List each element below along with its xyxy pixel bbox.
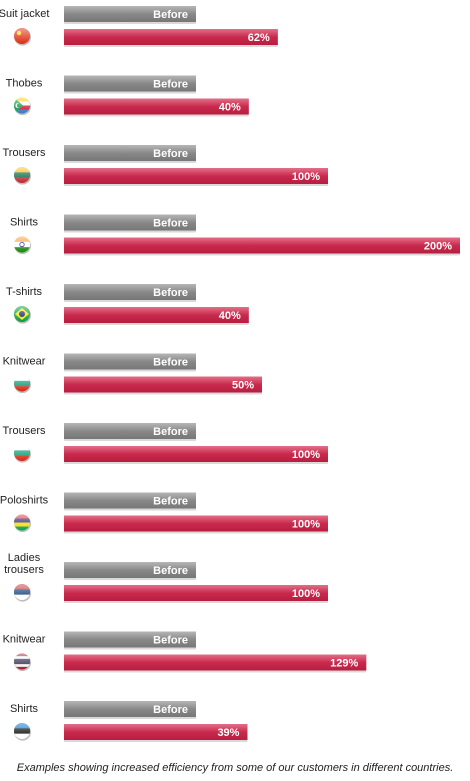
after-bar-label: 100% bbox=[292, 519, 320, 531]
chart-caption: Examples showing increased efficiency fr… bbox=[16, 762, 454, 774]
category-label: Shirts bbox=[10, 217, 39, 229]
before-bar-label: Before bbox=[153, 357, 188, 369]
before-bar-label: Before bbox=[153, 79, 188, 91]
after-bar-label: 100% bbox=[292, 449, 320, 461]
category-label: Ladies bbox=[8, 552, 41, 564]
after-bar-label: 129% bbox=[330, 658, 358, 670]
chart-row: Poloshirts Before 100% bbox=[0, 492, 328, 534]
after-bar-label: 200% bbox=[424, 241, 452, 253]
before-bar-label: Before bbox=[153, 426, 188, 438]
lithuania-flag-icon bbox=[14, 167, 31, 185]
category-label: trousers bbox=[4, 564, 44, 576]
before-bar-label: Before bbox=[153, 496, 188, 508]
chart-row: Trousers Before 100% bbox=[3, 145, 328, 186]
before-bar-label: Before bbox=[153, 287, 188, 299]
category-label: Thobes bbox=[6, 78, 43, 90]
chart-row: Thobes Before 40% bbox=[6, 75, 249, 117]
china-flag-icon bbox=[14, 28, 31, 46]
category-label: Suit jacket bbox=[0, 8, 49, 20]
brazil-flag-icon bbox=[14, 306, 31, 324]
mauritius-flag-icon bbox=[14, 514, 31, 533]
chart-row: Knitwear Before 50% bbox=[3, 353, 262, 395]
after-bar-label: 40% bbox=[219, 310, 241, 322]
chart-row: Trousers Before 100% bbox=[3, 423, 328, 464]
chart-row: T-shirts Before 40% bbox=[6, 284, 249, 325]
chart-row: Shirts Before 200% bbox=[10, 214, 460, 256]
before-bar-label: Before bbox=[153, 148, 188, 160]
category-label: T-shirts bbox=[6, 286, 43, 298]
after-bar-label: 62% bbox=[248, 32, 270, 44]
category-label: Trousers bbox=[3, 147, 46, 159]
after-bar-label: 100% bbox=[292, 171, 320, 183]
bulgaria-flag-icon bbox=[14, 375, 31, 394]
india-flag-icon bbox=[14, 236, 31, 255]
category-label: Trousers bbox=[3, 425, 46, 437]
after-bar-label: 100% bbox=[292, 588, 320, 600]
chart-row: Suit jacket Before 62% bbox=[0, 6, 278, 47]
comoros-flag-icon bbox=[14, 97, 31, 116]
after-bar-label: 39% bbox=[217, 727, 239, 739]
before-bar-label: Before bbox=[153, 704, 188, 716]
chart-row: Knitwear Before 129% bbox=[3, 631, 367, 673]
after-bar-label: 40% bbox=[219, 102, 241, 114]
estonia-flag-icon bbox=[14, 723, 31, 741]
bulgaria-flag-icon bbox=[14, 445, 31, 463]
category-label: Shirts bbox=[10, 703, 39, 715]
before-bar-label: Before bbox=[153, 9, 188, 21]
category-label: Poloshirts bbox=[0, 495, 49, 507]
after-bar-label: 50% bbox=[232, 380, 254, 392]
chart-row: Shirts Before 39% bbox=[10, 701, 248, 742]
before-bar-label: Before bbox=[153, 635, 188, 647]
thailand-flag-icon bbox=[14, 653, 31, 672]
before-bar-label: Before bbox=[153, 565, 188, 577]
serbia-flag-icon bbox=[14, 584, 31, 602]
category-label: Knitwear bbox=[3, 356, 46, 368]
category-label: Knitwear bbox=[3, 634, 46, 646]
before-bar-label: Before bbox=[153, 218, 188, 230]
